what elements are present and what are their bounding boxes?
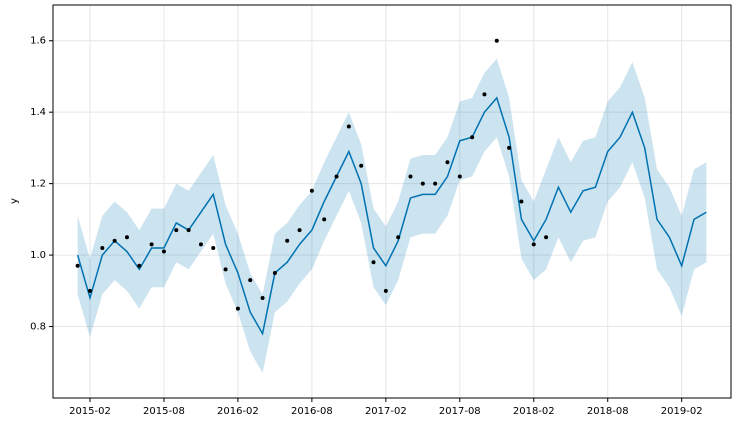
data-point	[531, 242, 536, 247]
data-point	[161, 249, 166, 254]
data-point	[211, 245, 216, 250]
y-tick-label: 1.2	[30, 179, 46, 190]
data-point	[519, 199, 524, 204]
data-point	[285, 238, 290, 243]
data-point	[272, 270, 277, 275]
y-tick-label: 1.6	[30, 36, 46, 47]
plot-frame	[52, 4, 732, 399]
x-tick-label: 2019-02	[661, 406, 703, 417]
data-point	[457, 174, 462, 179]
data-point	[359, 163, 364, 168]
data-point	[322, 217, 327, 222]
data-point	[124, 235, 129, 240]
x-tick-label: 2017-02	[365, 406, 407, 417]
data-point	[100, 245, 105, 250]
data-point	[149, 242, 154, 247]
data-point	[260, 295, 265, 300]
x-tick-label: 2016-02	[217, 406, 259, 417]
data-point	[420, 181, 425, 186]
data-point	[112, 238, 117, 243]
data-point	[396, 235, 401, 240]
y-tick-label: 1.4	[30, 107, 46, 118]
data-point	[482, 92, 487, 97]
x-tick-label: 2018-08	[587, 406, 629, 417]
data-point	[174, 228, 179, 233]
data-point	[507, 145, 512, 150]
x-tick-label: 2015-08	[143, 406, 185, 417]
data-point	[445, 160, 450, 165]
y-axis-label: y	[9, 198, 20, 204]
data-point	[346, 124, 351, 129]
data-point	[494, 38, 499, 43]
data-point	[297, 228, 302, 233]
x-tick-label: 2018-02	[513, 406, 555, 417]
data-point	[544, 235, 549, 240]
data-point	[383, 288, 388, 293]
data-point	[198, 242, 203, 247]
x-tick-label: 2016-08	[291, 406, 333, 417]
data-point	[223, 267, 228, 272]
uncertainty-band	[77, 58, 707, 373]
x-tick-label: 2015-02	[69, 406, 111, 417]
data-point	[186, 228, 191, 233]
data-point	[87, 288, 92, 293]
data-point	[235, 306, 240, 311]
data-point	[334, 174, 339, 179]
y-tick-label: 0.8	[30, 322, 46, 333]
data-point	[248, 278, 253, 283]
data-point	[75, 263, 80, 268]
x-tick-label: 2017-08	[439, 406, 481, 417]
y-tick-label: 1.0	[30, 250, 46, 261]
data-point	[309, 188, 314, 193]
data-point	[470, 135, 475, 140]
data-point	[137, 263, 142, 268]
data-point	[408, 174, 413, 179]
forecast-line	[76, 96, 707, 336]
data-point	[433, 181, 438, 186]
data-point	[371, 260, 376, 265]
